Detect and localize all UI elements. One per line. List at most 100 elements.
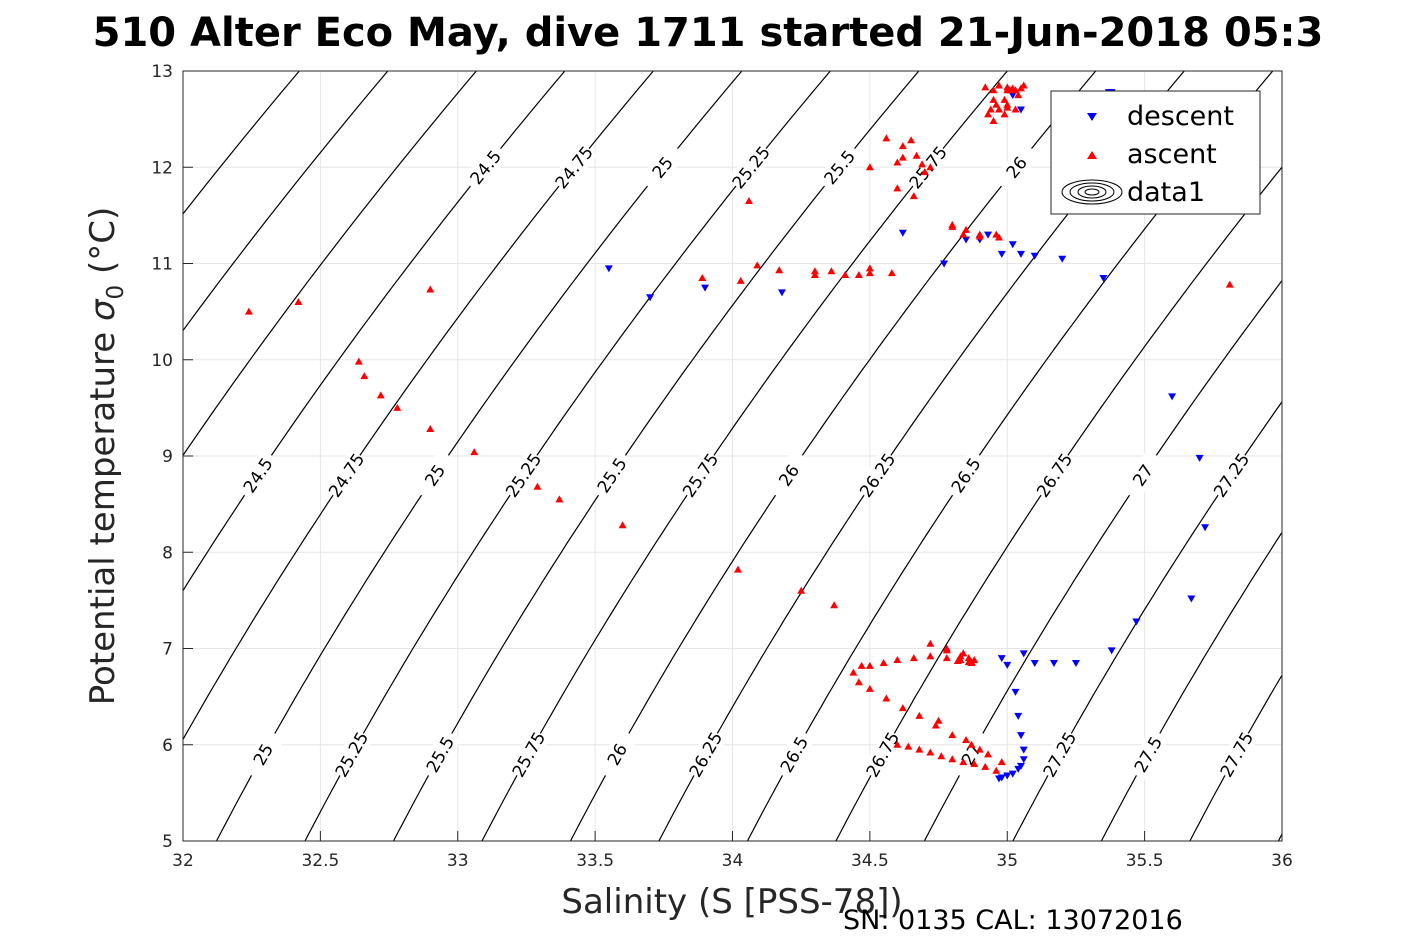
- x-tick-label: 33: [447, 851, 469, 871]
- descent-point: [898, 229, 907, 237]
- ascent-point: [992, 100, 1001, 108]
- ascent-point: [865, 163, 874, 171]
- contour-label-bg: [949, 728, 993, 781]
- y-tick-label: 10: [151, 351, 173, 371]
- contour-label-bg: [589, 449, 635, 502]
- y-axis-label-subscript: 0: [103, 285, 129, 300]
- legend-descent-label: descent: [1127, 101, 1234, 132]
- ascent-point: [244, 307, 253, 315]
- descent-point: [1030, 659, 1039, 667]
- contour-label-bg: [677, 449, 724, 502]
- ascent-point: [995, 105, 1004, 113]
- ascent-point: [984, 750, 993, 758]
- descent-point: [1003, 661, 1012, 669]
- ascent-point: [964, 657, 973, 665]
- ascent-point: [995, 233, 1004, 241]
- y-tick-label: 8: [162, 543, 173, 563]
- y-tick-label: 13: [151, 62, 173, 82]
- legend-descent-marker: [1087, 113, 1097, 121]
- ascent-point: [810, 267, 819, 275]
- contour-label-bg: [500, 449, 547, 502]
- ascent-point: [294, 298, 303, 305]
- legend: descent ascent data1: [1050, 90, 1261, 215]
- ascent-point: [898, 142, 907, 150]
- ascent-point: [915, 745, 924, 753]
- isopycnal-line: [183, 71, 477, 457]
- contour-label-bg: [595, 728, 639, 781]
- descent-point: [1168, 393, 1177, 401]
- descent-point: [1099, 274, 1108, 282]
- descent-point: [984, 231, 993, 239]
- ascent-point: [918, 160, 927, 168]
- chart-title: 510 Alter Eco May, dive 1711 started 21-…: [93, 10, 1324, 56]
- ascent-point: [1014, 91, 1023, 99]
- ascent-point: [995, 81, 1004, 89]
- ascent-point: [1000, 95, 1009, 103]
- descent-point: [1008, 770, 1017, 778]
- ascent-point: [975, 745, 984, 753]
- descent-point: [1003, 772, 1012, 780]
- contour-label-bg: [904, 141, 952, 193]
- contour-label-bg: [766, 449, 812, 502]
- contour-label-bg: [727, 141, 775, 193]
- y-axis-ticks: 5 6 7 8 9 10 11 12 13: [151, 62, 193, 852]
- x-tick-label: 34: [722, 851, 744, 871]
- y-tick-label: 6: [162, 736, 173, 756]
- ascent-point: [989, 117, 998, 125]
- ascent-point: [967, 740, 976, 748]
- y-tick-label: 12: [151, 158, 173, 178]
- descent-point: [1049, 659, 1058, 667]
- ascent-point: [1000, 110, 1009, 118]
- x-axis-label: Salinity (S [PSS-78]): [561, 882, 902, 922]
- ascent-point: [865, 661, 874, 669]
- ascent-point: [964, 654, 973, 662]
- legend-ascent-label: ascent: [1127, 139, 1217, 170]
- ascent-point: [934, 716, 943, 724]
- contour-label-bg: [772, 728, 816, 781]
- ascent-point: [912, 151, 921, 159]
- ascent-point: [360, 372, 369, 380]
- contour-label: 25: [241, 728, 285, 781]
- ascent-point: [797, 586, 806, 594]
- descent-point: [1107, 647, 1116, 655]
- descent-point: [1016, 250, 1025, 258]
- ascent-point: [926, 639, 935, 647]
- ascent-point: [744, 196, 753, 204]
- descent-point: [962, 236, 971, 244]
- ascent-point: [426, 285, 435, 293]
- isopycnal-line: [183, 71, 300, 215]
- descent-point: [997, 250, 1006, 258]
- legend-contour-icon: [1061, 179, 1123, 205]
- ascent-point: [948, 222, 957, 230]
- contour-label-bg: [330, 728, 373, 781]
- legend-ascent-marker: [1087, 151, 1097, 159]
- ascent-point: [942, 654, 951, 662]
- ascent-point: [931, 721, 940, 729]
- descent-point: [604, 265, 613, 273]
- descent-point: [1132, 618, 1141, 626]
- ascent-point: [926, 163, 935, 171]
- y-tick-label: 11: [151, 255, 173, 275]
- descent-point: [1016, 106, 1025, 114]
- descent-point: [1008, 241, 1017, 249]
- contour-label-bg: [418, 728, 462, 781]
- ascent-point: [470, 448, 479, 456]
- ascent-point: [753, 261, 762, 269]
- ascent-point: [841, 271, 850, 279]
- ascent-point: [854, 271, 863, 279]
- y-axis-label: Potential temperature σ0 (°C): [83, 207, 129, 706]
- x-tick-label: 32.5: [301, 851, 339, 871]
- descent-point: [940, 260, 949, 268]
- descent-point: [646, 294, 655, 302]
- ascent-point: [775, 266, 784, 274]
- ascent-point: [810, 271, 819, 279]
- ascent-point: [898, 153, 907, 161]
- ascent-point: [882, 134, 891, 142]
- ascent-point: [376, 391, 385, 399]
- ascent-point: [426, 425, 435, 433]
- y-tick-label: 9: [162, 447, 173, 467]
- contour-label-bg: [461, 141, 510, 193]
- contour-label-bg: [412, 449, 458, 502]
- descent-point: [1201, 524, 1210, 532]
